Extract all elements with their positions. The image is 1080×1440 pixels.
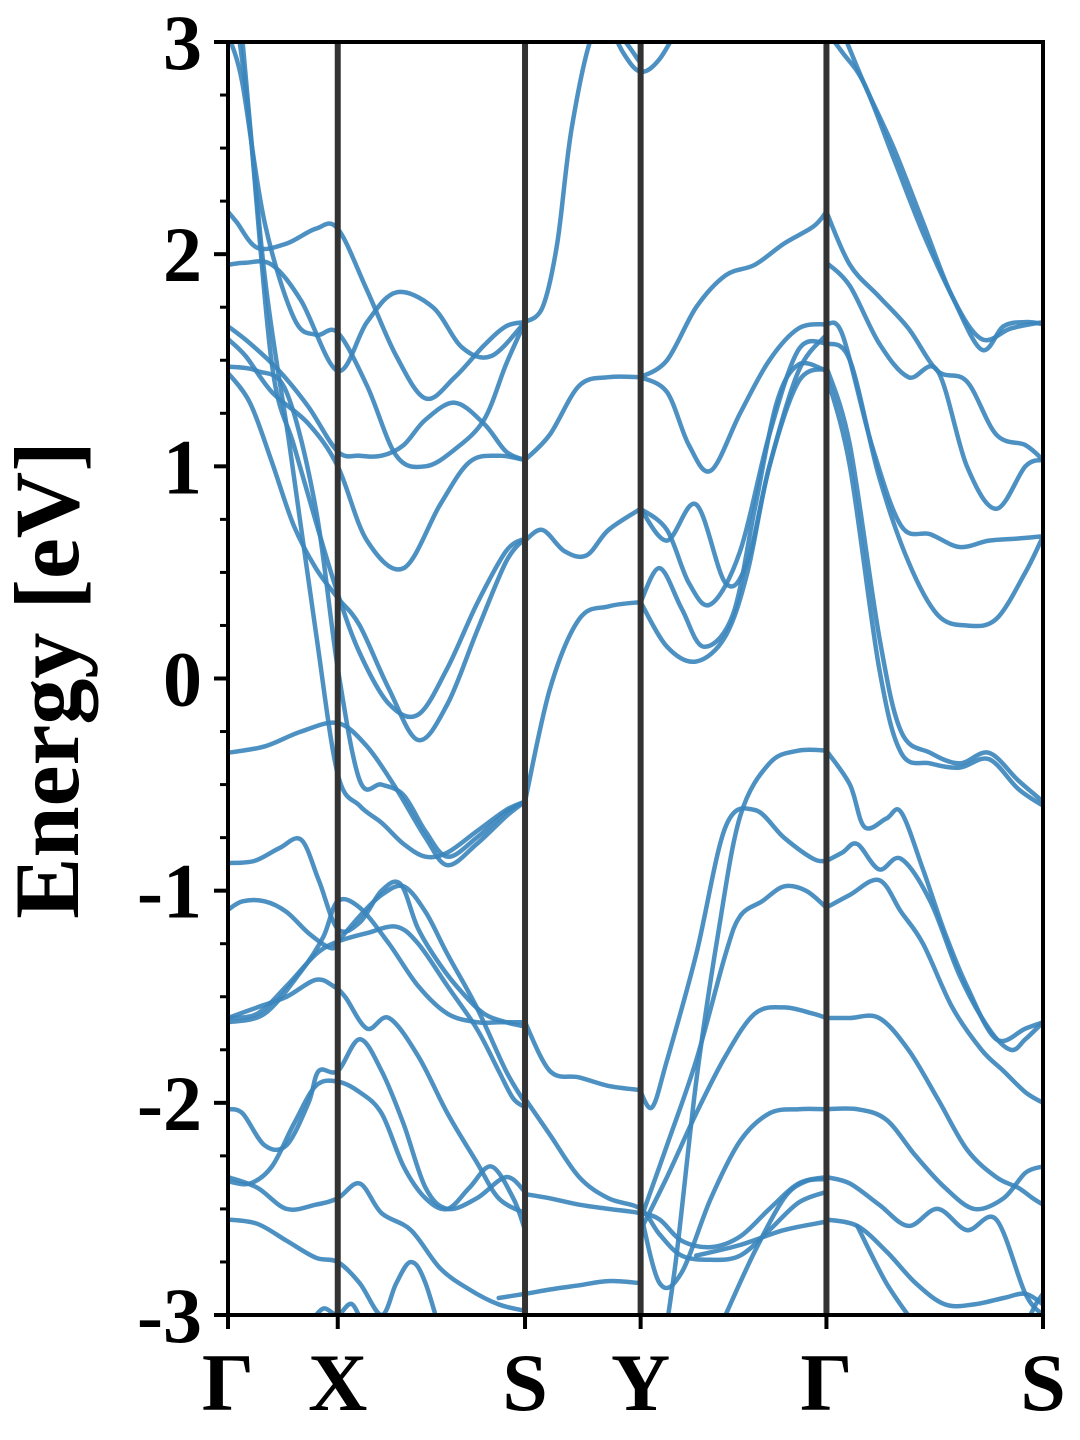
band-line-46 xyxy=(824,341,1043,629)
y-tick-label: 0 xyxy=(163,636,202,723)
x-tick-label-kpoint: Γ xyxy=(202,1337,254,1428)
y-tick-label: -3 xyxy=(137,1272,202,1359)
band-line-29 xyxy=(615,42,673,75)
band-line-47 xyxy=(824,364,1043,804)
y-tick-label: 1 xyxy=(163,423,202,510)
band-line-4 xyxy=(228,336,528,572)
y-tick-label: 2 xyxy=(163,211,202,298)
band-line-50 xyxy=(844,42,1043,343)
band-line-15 xyxy=(228,977,528,1216)
band-line-17 xyxy=(228,1078,528,1233)
band-line-40 xyxy=(638,747,829,1315)
x-tick-label-kpoint: X xyxy=(308,1337,367,1428)
band-line-21 xyxy=(496,1278,643,1301)
band-line-30 xyxy=(638,366,829,665)
band-line-25 xyxy=(522,599,643,804)
band-line-8 xyxy=(228,364,528,859)
band-line-53 xyxy=(824,877,1043,1106)
axes-layer xyxy=(214,40,1045,1329)
y-tick-label: -2 xyxy=(137,1060,202,1147)
y-tick-label: 3 xyxy=(163,0,202,86)
band-line-34 xyxy=(638,321,829,474)
band-line-58 xyxy=(854,1223,911,1315)
x-tick-label-kpoint: Y xyxy=(611,1337,670,1428)
band-line-23 xyxy=(522,1096,829,1263)
band-line-16 xyxy=(228,1036,528,1212)
band-line-1 xyxy=(228,209,528,402)
band-line-19 xyxy=(228,1217,438,1315)
band-line-57 xyxy=(824,1217,1043,1309)
band-line-36 xyxy=(638,806,829,1111)
y-tick-label: -1 xyxy=(137,848,202,935)
band-line-18 xyxy=(228,1174,528,1314)
bands-layer xyxy=(228,42,1043,1315)
band-line-20 xyxy=(313,1301,362,1315)
y-axis-label: Energy [eV] xyxy=(0,441,98,919)
band-line-10 xyxy=(228,720,528,868)
band-line-33 xyxy=(638,338,829,608)
band-line-28 xyxy=(522,42,643,325)
band-line-5 xyxy=(228,42,528,470)
high-symmetry-lines-layer xyxy=(334,42,830,1315)
band-line-37 xyxy=(638,883,829,1222)
band-line-48 xyxy=(824,372,1043,809)
band-line-6 xyxy=(228,370,528,743)
band-line-2 xyxy=(228,259,528,374)
band-line-42 xyxy=(693,1219,829,1258)
band-line-31 xyxy=(638,360,829,649)
band-line-38 xyxy=(638,1004,829,1233)
x-tick-label-kpoint: S xyxy=(502,1337,548,1428)
band-line-39 xyxy=(638,1106,829,1291)
x-tick-label-kpoint: Γ xyxy=(800,1337,852,1428)
band-line-14 xyxy=(228,896,528,1026)
band-line-27 xyxy=(522,374,643,463)
band-line-32 xyxy=(638,332,829,589)
band-line-44 xyxy=(824,260,1043,512)
band-line-24 xyxy=(522,1019,643,1093)
band-line-22 xyxy=(522,1174,829,1250)
band-line-41 xyxy=(723,1176,829,1315)
band-line-54 xyxy=(824,1013,1043,1207)
x-tick-label-kpoint: S xyxy=(1020,1337,1066,1428)
band-line-9 xyxy=(240,42,528,860)
band-line-26 xyxy=(522,506,643,560)
band-line-12 xyxy=(228,883,528,1106)
band-line-13 xyxy=(228,924,528,1110)
band-line-55 xyxy=(824,1106,1043,1212)
band-line-56 xyxy=(824,1174,1043,1315)
band-line-51 xyxy=(824,748,1043,1044)
band-line-52 xyxy=(824,841,1043,1053)
band-line-35 xyxy=(638,209,829,380)
